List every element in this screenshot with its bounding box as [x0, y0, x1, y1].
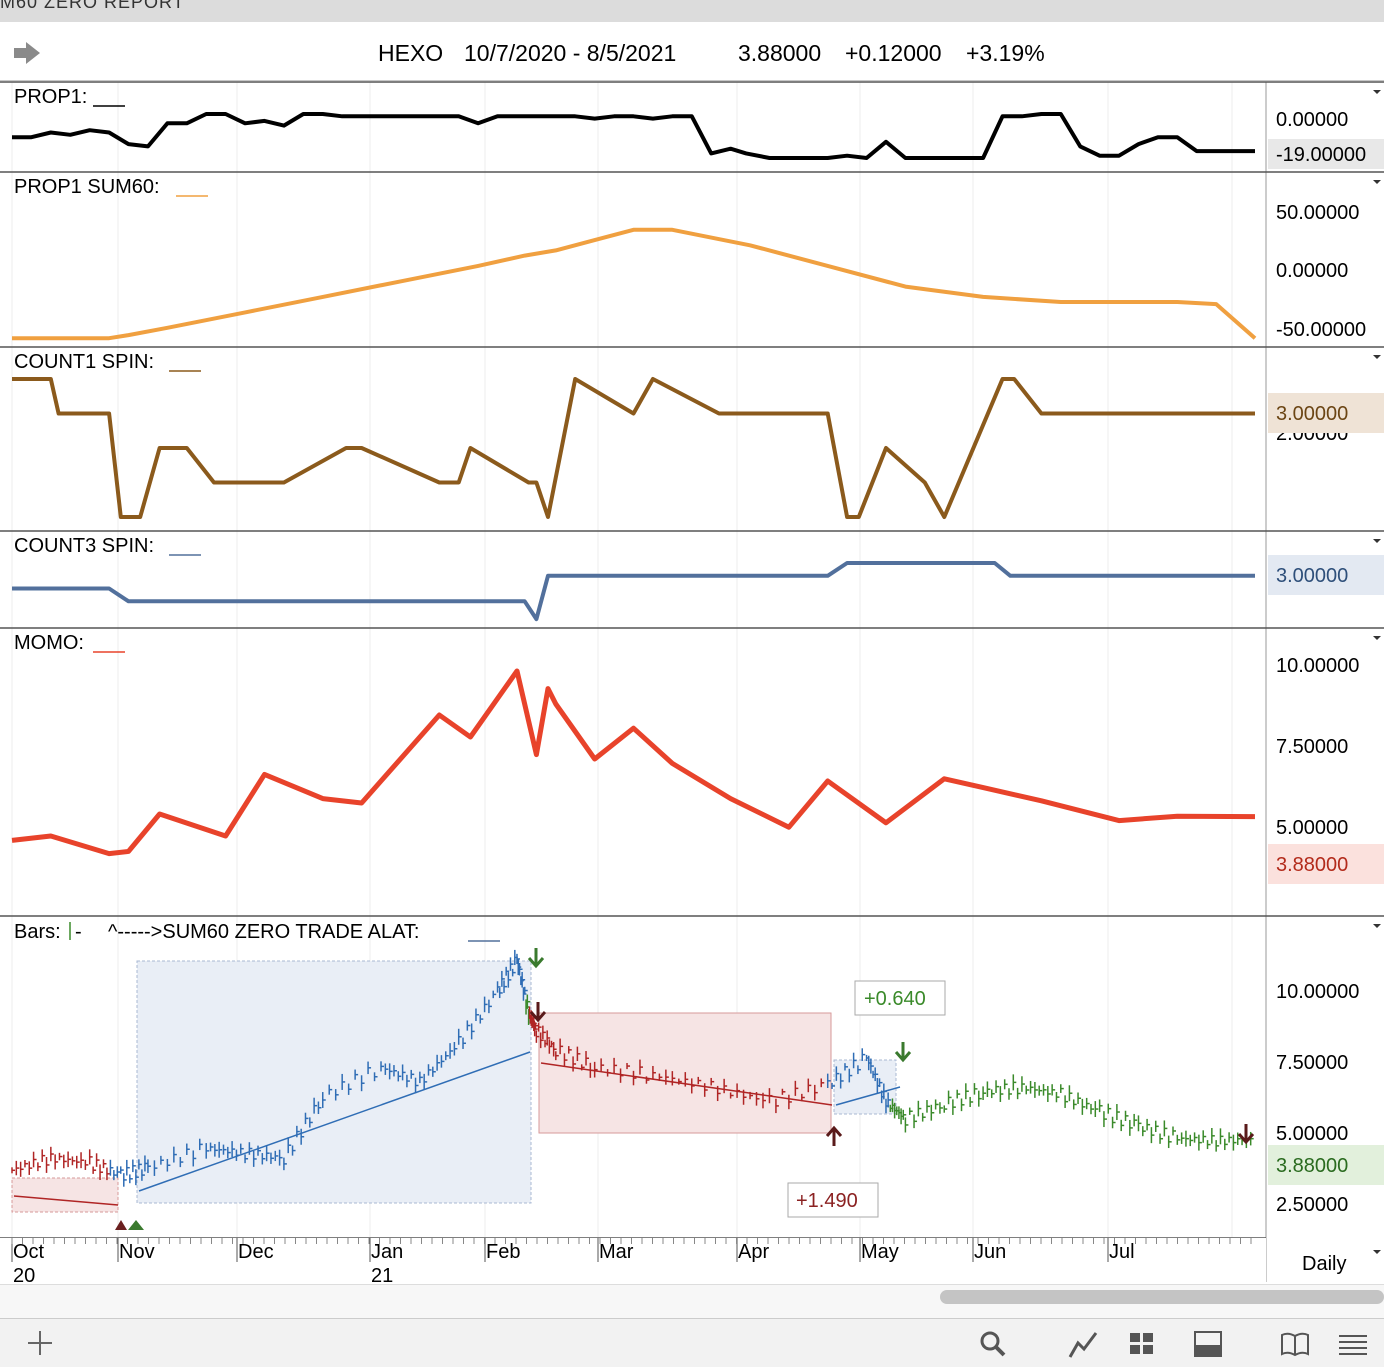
arrow-up-icon — [115, 1220, 127, 1230]
period-menu-icon — [1373, 1250, 1381, 1254]
momo-series-line — [11, 668, 1256, 857]
sum60-axis-tick: -50.00000 — [1276, 319, 1366, 341]
gain-label: +1.490 — [796, 1190, 858, 1212]
count1-panel-title: COUNT1 SPIN: — [14, 351, 154, 373]
bars-legend-dash: - — [75, 921, 82, 943]
panel-menu-icon — [1373, 924, 1381, 928]
momo-panel-title: MOMO: — [14, 632, 84, 654]
count3-value-badge: 3.00000 — [1276, 565, 1348, 587]
gain-label-box — [854, 980, 946, 1016]
prop1-axis-tick: 0.00000 — [1276, 109, 1348, 131]
arrow-up-icon — [825, 1125, 843, 1146]
chart-area: PROP1: PROP1 SUM60: COUNT1 SPIN: COUNT3 SPI… — [0, 81, 1384, 1287]
momo-axis-tick: 5.00000 — [1276, 817, 1348, 839]
window-title: M60 ZERO REPORT — [0, 0, 185, 12]
trend-line — [138, 1051, 531, 1192]
book-icon[interactable] — [1280, 1331, 1310, 1357]
bars-axis-tick: 5.00000 — [1276, 1123, 1348, 1145]
menu-icon[interactable] — [1338, 1333, 1368, 1355]
year-label: 21 — [371, 1265, 393, 1287]
price-change-pct: +3.19% — [966, 40, 1045, 66]
panel-menu-icon — [1373, 180, 1381, 184]
momo-value-badge-bg — [1268, 844, 1384, 884]
scrollbar-thumb[interactable] — [940, 1290, 1384, 1304]
gain-label-box — [787, 1182, 879, 1218]
sum60-axis-tick: 0.00000 — [1276, 260, 1348, 282]
bars-panel-subtitle: ^----->SUM60 ZERO TRADE ALAT: — [108, 921, 419, 943]
panel-menu-icon — [1373, 355, 1381, 359]
bars-panel-title: Bars: — [14, 921, 61, 943]
month-label: Jun — [974, 1241, 1006, 1263]
bars-axis-tick: 10.00000 — [1276, 981, 1359, 1003]
line-chart-icon[interactable] — [1068, 1329, 1098, 1359]
arrow-right-icon[interactable] — [12, 40, 42, 66]
panel-menu-icon — [1373, 539, 1381, 543]
prop1-value-badge-bg — [1268, 139, 1384, 169]
momo-axis-tick: 10.00000 — [1276, 655, 1359, 677]
period-label: Daily — [1302, 1253, 1346, 1275]
month-label: Jan — [371, 1241, 403, 1263]
gain-label: +0.640 — [864, 988, 926, 1010]
price-axis — [1266, 82, 1384, 1282]
sum60-axis-tick: 50.00000 — [1276, 202, 1359, 224]
price-change: +0.12000 — [845, 40, 942, 66]
long-trade-box — [136, 960, 532, 1204]
date-range-label: 10/7/2020 - 8/5/2021 — [464, 40, 677, 66]
time-axis — [0, 1238, 1266, 1284]
trend-line — [835, 1086, 901, 1106]
trend-line — [540, 1062, 833, 1106]
arrow-down-icon — [527, 948, 545, 969]
month-label: Jul — [1109, 1241, 1135, 1263]
month-label: Apr — [738, 1241, 769, 1263]
panel-menu-icon — [1373, 90, 1381, 94]
momo-value-badge: 3.88000 — [1276, 854, 1348, 876]
short-trade-box — [11, 1177, 119, 1213]
count3-panel-title: COUNT3 SPIN: — [14, 535, 154, 557]
trend-line — [13, 1195, 119, 1206]
arrow-down-icon — [894, 1042, 912, 1063]
symbol-label: HEXO — [378, 40, 444, 66]
bars-value-badge-bg — [1268, 1145, 1384, 1185]
count1-value-badge-bg — [1268, 393, 1384, 433]
year-label: 20 — [13, 1265, 35, 1287]
count1-series-line — [12, 377, 1255, 519]
month-label: Mar — [599, 1241, 634, 1263]
count1-value-badge: 3.00000 — [1276, 403, 1348, 425]
count3-series-line — [12, 561, 1255, 622]
panel-layout-icon[interactable] — [1194, 1331, 1222, 1357]
prop1-value-badge: -19.00000 — [1276, 144, 1366, 166]
add-icon[interactable] — [26, 1329, 54, 1357]
search-icon[interactable] — [980, 1331, 1006, 1357]
arrow-up-icon — [128, 1220, 144, 1230]
last-price: 3.88000 — [738, 40, 822, 66]
month-label: Dec — [238, 1241, 274, 1263]
arrow-down-icon — [1237, 1124, 1255, 1145]
prop1-panel-title: PROP1: — [14, 86, 87, 108]
bottom-toolbar — [0, 1318, 1384, 1367]
sum60-series-line — [12, 227, 1257, 341]
month-label: May — [861, 1241, 899, 1263]
grid-layout-icon[interactable] — [1128, 1331, 1156, 1357]
month-label: Nov — [119, 1241, 155, 1263]
quote-header: HEXO 10/7/2020 - 8/5/2021 3.88000 +0.120… — [0, 22, 1384, 81]
month-label: Feb — [486, 1241, 520, 1263]
panel-menu-icon — [1373, 636, 1381, 640]
count3-value-badge-bg — [1268, 555, 1384, 595]
bars-axis-tick: 2.50000 — [1276, 1194, 1348, 1216]
bars-axis-tick: 7.50000 — [1276, 1052, 1348, 1074]
prop1-series-line — [12, 112, 1255, 160]
sum60-panel-title: PROP1 SUM60: — [14, 176, 160, 198]
bars-value-badge: 3.88000 — [1276, 1155, 1348, 1177]
arrow-down-icon — [529, 1002, 547, 1023]
month-label: Oct — [13, 1241, 45, 1263]
momo-axis-tick: 7.50000 — [1276, 736, 1348, 758]
